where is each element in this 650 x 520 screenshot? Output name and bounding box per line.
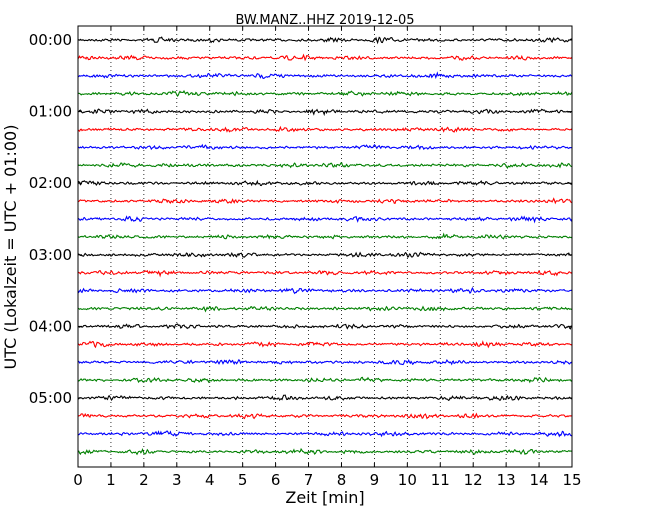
trace-13: [77, 269, 573, 278]
trace-6: [77, 143, 573, 151]
trace-17: [77, 340, 573, 349]
x-tick-label-2: 2: [139, 471, 149, 489]
trace-15: [77, 305, 573, 313]
trace-22: [77, 430, 573, 438]
trace-12: [77, 251, 573, 259]
trace-2: [77, 71, 573, 80]
x-tick-label-15: 15: [562, 471, 581, 489]
x-tick-label-0: 0: [73, 471, 83, 489]
y-tick-label-0: 00:00: [29, 31, 72, 49]
y-tick-label-5: 05:00: [29, 389, 72, 407]
trace-9: [77, 197, 573, 205]
y-tick-label-4: 04:00: [29, 317, 72, 335]
x-tick-label-7: 7: [304, 471, 314, 489]
trace-7: [77, 162, 573, 170]
y-tick-label-2: 02:00: [29, 174, 72, 192]
chart-title: BW.MANZ..HHZ 2019-12-05: [235, 13, 414, 28]
x-tick-label-9: 9: [370, 471, 380, 489]
x-tick-label-11: 11: [431, 471, 450, 489]
trace-11: [77, 232, 573, 240]
trace-18: [77, 358, 573, 366]
x-tick-label-14: 14: [530, 471, 549, 489]
x-tick-label-5: 5: [238, 471, 248, 489]
x-axis-label: Zeit [min]: [285, 488, 364, 507]
x-tick-label-12: 12: [464, 471, 483, 489]
x-tick-label-13: 13: [497, 471, 516, 489]
trace-1: [77, 53, 573, 62]
y-axis-label: UTC (Lokalzeit = UTC + 01:00): [1, 125, 20, 370]
trace-14: [77, 286, 573, 295]
trace-19: [77, 376, 573, 384]
trace-0: [77, 36, 573, 45]
trace-4: [77, 108, 573, 117]
x-tick-label-8: 8: [337, 471, 347, 489]
trace-16: [77, 323, 573, 330]
x-tick-label-10: 10: [398, 471, 417, 489]
trace-20: [77, 394, 573, 401]
trace-21: [77, 412, 573, 420]
x-tick-label-1: 1: [106, 471, 116, 489]
y-tick-label-3: 03:00: [29, 246, 72, 264]
trace-3: [77, 89, 573, 98]
trace-8: [77, 179, 573, 187]
trace-5: [77, 125, 573, 133]
x-axis-ticks: 0 1 2 3 4 5 6 7 8 9 10 11 12 13 14 15: [73, 26, 582, 489]
trace-10: [77, 215, 573, 224]
trace-group: [77, 36, 573, 456]
x-tick-label-3: 3: [172, 471, 182, 489]
trace-23: [77, 447, 573, 456]
vertical-gridlines: [110, 26, 540, 467]
y-tick-label-1: 01:00: [29, 103, 72, 121]
x-tick-label-4: 4: [205, 471, 215, 489]
x-tick-label-6: 6: [271, 471, 281, 489]
plot-frame: [77, 25, 573, 468]
y-axis-ticks: 00:00 01:00 02:00 03:00 04:00 05:00: [29, 31, 572, 407]
